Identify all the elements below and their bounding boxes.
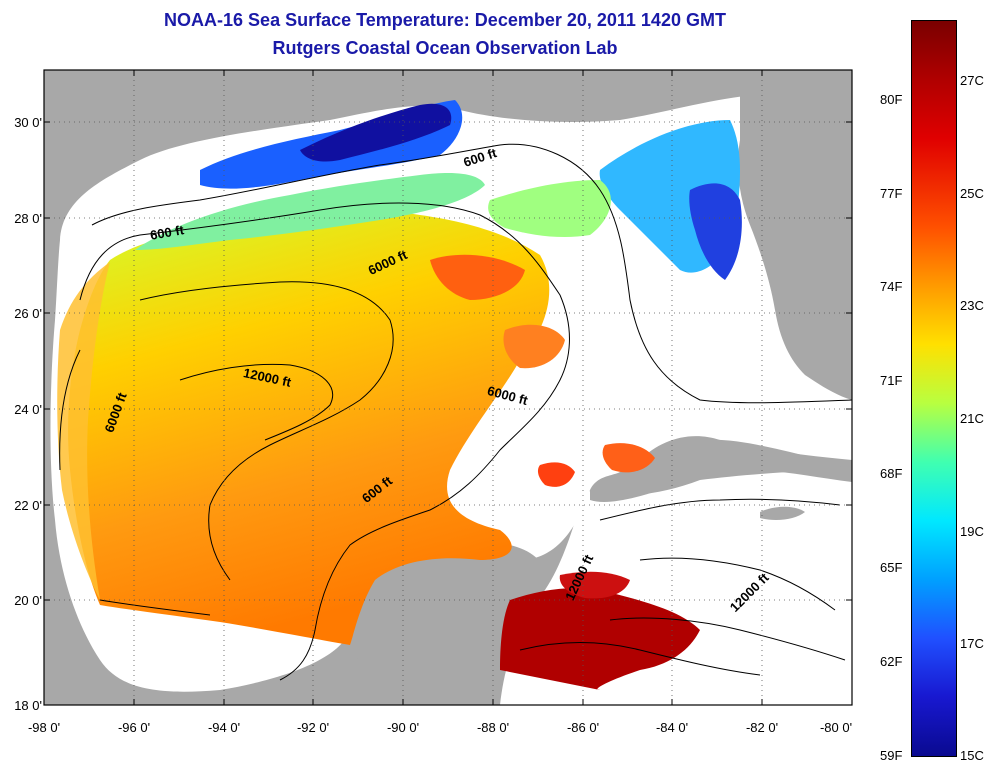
lat-label: 20 0'	[14, 593, 42, 608]
colorbar-f-label: 77F	[880, 186, 903, 201]
lat-label: 24 0'	[14, 402, 42, 417]
colorbar-f-label: 80F	[880, 92, 903, 107]
colorbar-c-label: 19C	[960, 524, 984, 539]
lon-label: -84 0'	[655, 720, 689, 735]
depth-contours	[59, 143, 852, 681]
map-title: NOAA-16 Sea Surface Temperature: Decembe…	[164, 10, 726, 30]
colorbar-c-label: 21C	[960, 411, 984, 426]
lon-label: -96 0'	[117, 720, 151, 735]
colorbar-f-label: 59F	[880, 748, 903, 763]
colorbar-f-label: 71F	[880, 373, 903, 388]
lon-label: -90 0'	[386, 720, 420, 735]
colorbar-f-label: 62F	[880, 654, 903, 669]
lon-label: -80 0'	[819, 720, 853, 735]
yucatan-land	[350, 543, 548, 705]
cuba-land	[590, 439, 852, 502]
map-subtitle: Rutgers Coastal Ocean Observation Lab	[272, 38, 618, 58]
lon-label: -98 0'	[27, 720, 61, 735]
lat-label: 18 0'	[14, 698, 42, 713]
colorbar-c-label: 17C	[960, 636, 984, 651]
lon-label: -88 0'	[476, 720, 510, 735]
sst-yucatan-channel	[537, 462, 575, 487]
colorbar-c-label: 23C	[960, 298, 984, 313]
colorbar-c-label: 25C	[960, 186, 984, 201]
lon-label: -86 0'	[566, 720, 600, 735]
colorbar-c-label: 15C	[960, 748, 984, 763]
map-frame	[43, 69, 853, 706]
lat-label: 22 0'	[14, 498, 42, 513]
sst-caribbean-hot	[500, 588, 700, 690]
sst-loop-patch-2	[503, 324, 565, 369]
lon-label: -92 0'	[296, 720, 330, 735]
florida-land	[738, 70, 852, 400]
lon-label: -94 0'	[207, 720, 241, 735]
sst-mid-green	[488, 180, 611, 238]
lat-label: 28 0'	[14, 211, 42, 226]
jamaica-land	[760, 506, 805, 520]
colorbar-f-label: 74F	[880, 279, 903, 294]
sst-west-rim	[57, 262, 110, 600]
lon-label: -82 0'	[745, 720, 779, 735]
axis-ticks	[44, 70, 852, 705]
colorbar-f-label: 65F	[880, 560, 903, 575]
sst-coastal-coldest	[300, 103, 452, 162]
lat-label: 26 0'	[14, 306, 42, 321]
sst-cuba-north-warm	[602, 443, 655, 473]
sst-caribbean-hot-2	[559, 571, 630, 599]
lat-label: 30 0'	[14, 115, 42, 130]
colorbar-c-label: 27C	[960, 73, 984, 88]
colorbar-f-label: 68F	[880, 466, 903, 481]
temperature-colorbar	[911, 20, 957, 757]
sst-ne-blue	[689, 183, 742, 280]
sst-loop-patch-1	[430, 254, 525, 300]
gridlines	[44, 70, 852, 705]
